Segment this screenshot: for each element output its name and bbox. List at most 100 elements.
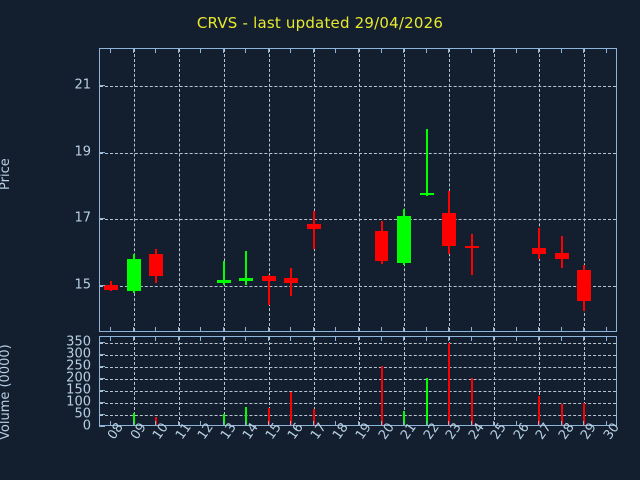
day-tick-mark	[493, 421, 495, 426]
chart-title: CRVS - last updated 29/04/2026	[196, 14, 444, 32]
candle-body	[374, 231, 389, 262]
volume-bar	[267, 407, 270, 425]
volume-bar	[470, 377, 473, 425]
day-tick-mark	[515, 421, 517, 426]
candle-wick	[425, 129, 428, 196]
day-gridline	[313, 337, 315, 425]
day-tick-mark	[605, 48, 607, 53]
candle-body	[104, 284, 119, 290]
day-tick-mark	[177, 48, 179, 53]
day-tick-mark	[358, 421, 359, 426]
candle-body	[239, 277, 254, 282]
volume-bar	[290, 392, 293, 425]
volume-bar	[222, 413, 225, 425]
day-gridline	[494, 337, 496, 425]
day-tick-mark	[155, 421, 157, 426]
volume-tick-label: 250	[66, 358, 91, 374]
day-tick-mark	[245, 421, 247, 426]
day-tick-mark	[560, 336, 562, 341]
day-gridline	[223, 337, 225, 425]
day-tick-mark	[403, 336, 405, 341]
day-tick-mark	[493, 327, 495, 332]
volume-bar	[132, 412, 135, 425]
day-tick-mark	[155, 327, 157, 332]
volume-tick-mark	[99, 426, 105, 427]
volume-tick-mark	[99, 354, 105, 355]
volume-tick-label: 100	[66, 394, 91, 410]
volume-tick-label: 300	[66, 346, 91, 362]
volume-tick-mark	[99, 366, 105, 367]
day-tick-mark	[267, 327, 269, 332]
day-tick-mark	[605, 421, 607, 426]
day-tick-mark	[222, 327, 224, 332]
day-tick-mark	[538, 421, 540, 426]
volume-bar	[403, 410, 406, 425]
volume-bar	[448, 343, 451, 425]
day-tick-mark	[132, 336, 134, 341]
volume-plot-area	[100, 337, 616, 425]
candle-body	[419, 192, 434, 195]
day-tick-mark	[245, 336, 247, 341]
volume-bar	[312, 409, 315, 425]
day-tick-mark	[335, 48, 337, 53]
day-tick-mark	[110, 327, 112, 332]
price-tick-mark	[99, 218, 105, 220]
day-gridline	[539, 337, 541, 425]
volume-tick-label: 0	[82, 418, 91, 434]
volume-bar	[560, 404, 563, 425]
candle-body	[306, 224, 321, 230]
price-gridline	[100, 286, 616, 288]
day-tick-mark	[448, 336, 450, 341]
day-tick-mark	[358, 336, 359, 341]
day-gridline	[133, 337, 135, 425]
candle-body	[216, 279, 231, 283]
price-plot-area	[100, 49, 616, 331]
day-gridline	[178, 49, 180, 331]
price-tick-mark	[99, 151, 105, 153]
day-tick-mark	[470, 336, 472, 341]
price-axis-label: Price	[0, 158, 13, 190]
day-gridline	[404, 337, 406, 425]
day-gridline	[359, 337, 360, 425]
day-tick-mark	[267, 336, 269, 341]
volume-gridline	[100, 367, 616, 368]
day-tick-mark	[470, 421, 472, 426]
day-tick-mark	[560, 421, 562, 426]
day-gridline	[359, 49, 360, 331]
day-tick-mark	[290, 327, 292, 332]
price-panel	[99, 48, 617, 332]
candle-body	[126, 259, 141, 292]
day-tick-mark	[312, 421, 314, 426]
volume-tick-label: 50	[74, 406, 91, 422]
volume-tick-mark	[99, 402, 105, 403]
candle-wick	[267, 274, 270, 305]
volume-gridline	[100, 343, 616, 344]
day-tick-mark	[425, 421, 427, 426]
day-gridline	[223, 49, 225, 331]
day-tick-mark	[448, 421, 450, 426]
day-tick-mark	[132, 327, 134, 332]
volume-tick-mark	[99, 378, 105, 379]
day-gridline	[494, 49, 496, 331]
day-tick-mark	[560, 327, 562, 332]
day-tick-mark	[403, 421, 405, 426]
candle-wick	[538, 227, 541, 260]
day-tick-mark	[155, 48, 157, 53]
day-gridline	[449, 49, 451, 331]
candle-body	[149, 254, 164, 277]
day-tick-mark	[538, 327, 540, 332]
volume-gridline	[100, 415, 616, 416]
price-gridline	[100, 219, 616, 221]
day-tick-mark	[425, 48, 427, 53]
price-tick-label: 21	[74, 77, 91, 93]
day-tick-mark	[312, 336, 314, 341]
price-tick-label: 19	[74, 144, 91, 160]
day-tick-mark	[245, 327, 247, 332]
day-tick-mark	[155, 336, 157, 341]
volume-tick-mark	[99, 390, 105, 391]
day-tick-mark	[448, 327, 450, 332]
day-tick-mark	[605, 327, 607, 332]
candle-body	[554, 252, 569, 260]
volume-bar	[155, 416, 158, 425]
candle-body	[442, 212, 457, 247]
